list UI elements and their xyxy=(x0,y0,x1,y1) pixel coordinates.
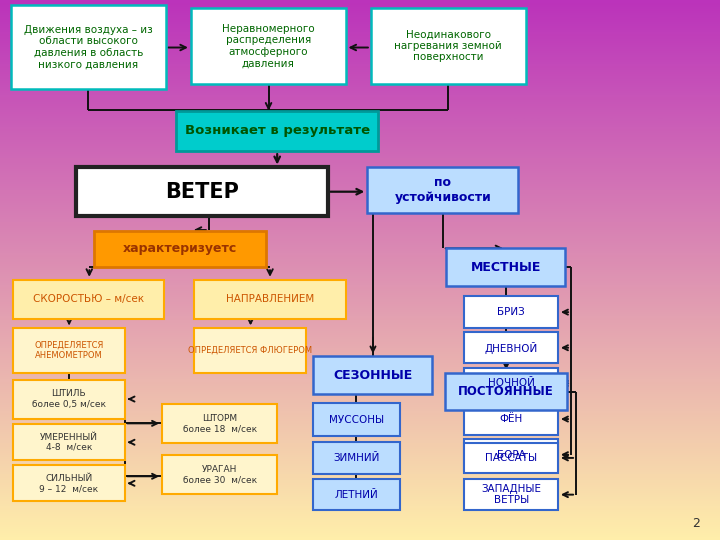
FancyBboxPatch shape xyxy=(94,231,266,267)
FancyBboxPatch shape xyxy=(194,280,346,319)
FancyBboxPatch shape xyxy=(13,380,125,419)
Text: УРАГАН
более 30  м/сек: УРАГАН более 30 м/сек xyxy=(183,465,256,484)
FancyBboxPatch shape xyxy=(76,167,328,216)
Text: НАПРАВЛЕНИЕМ: НАПРАВЛЕНИЕМ xyxy=(226,294,314,304)
Text: Возникает в результате: Возникает в результате xyxy=(184,124,370,138)
Text: ПОСТОЯННЫЕ: ПОСТОЯННЫЕ xyxy=(459,385,554,398)
Text: СКОРОСТЬЮ – м/сек: СКОРОСТЬЮ – м/сек xyxy=(33,294,144,304)
Text: ЗАПАДНЫЕ
ВЕТРЫ: ЗАПАДНЫЕ ВЕТРЫ xyxy=(481,484,541,505)
Text: НОЧНОЙ: НОЧНОЙ xyxy=(487,379,535,388)
Text: МУССОНЫ: МУССОНЫ xyxy=(329,415,384,424)
Text: Неодинакового
нагревания земной
поверхности: Неодинакового нагревания земной поверхно… xyxy=(395,29,502,63)
FancyBboxPatch shape xyxy=(371,8,526,84)
Text: ШТОРМ
более 18  м/сек: ШТОРМ более 18 м/сек xyxy=(183,414,256,433)
Text: Движения воздуха – из
области высокого
давления в область
низкого давления: Движения воздуха – из области высокого д… xyxy=(24,25,153,70)
FancyBboxPatch shape xyxy=(176,111,378,151)
Text: ВЕТЕР: ВЕТЕР xyxy=(165,181,238,202)
Text: БОРА: БОРА xyxy=(497,450,526,460)
FancyBboxPatch shape xyxy=(162,455,277,494)
FancyBboxPatch shape xyxy=(464,403,558,435)
Text: ШТИЛЬ
более 0,5 м/сек: ШТИЛЬ более 0,5 м/сек xyxy=(32,389,106,409)
FancyBboxPatch shape xyxy=(313,479,400,510)
FancyBboxPatch shape xyxy=(464,332,558,363)
FancyBboxPatch shape xyxy=(464,439,558,470)
FancyBboxPatch shape xyxy=(464,443,558,473)
Text: СИЛЬНЫЙ
9 – 12  м/сек: СИЛЬНЫЙ 9 – 12 м/сек xyxy=(39,474,99,493)
FancyBboxPatch shape xyxy=(313,442,400,474)
Text: СЕЗОННЫЕ: СЕЗОННЫЕ xyxy=(333,369,413,382)
FancyBboxPatch shape xyxy=(13,328,125,373)
Text: ОПРЕДЕЛЯЕТСЯ ФЛЮГЕРОМ: ОПРЕДЕЛЯЕТСЯ ФЛЮГЕРОМ xyxy=(188,346,312,355)
Text: МЕСТНЫЕ: МЕСТНЫЕ xyxy=(471,261,541,274)
Text: ФЁН: ФЁН xyxy=(500,414,523,424)
FancyBboxPatch shape xyxy=(11,5,166,89)
Text: ПАССАТЫ: ПАССАТЫ xyxy=(485,453,537,463)
FancyBboxPatch shape xyxy=(13,465,125,501)
Text: БРИЗ: БРИЗ xyxy=(498,307,525,317)
FancyBboxPatch shape xyxy=(445,373,567,410)
FancyBboxPatch shape xyxy=(13,424,125,460)
FancyBboxPatch shape xyxy=(313,403,400,436)
FancyBboxPatch shape xyxy=(191,8,346,84)
Text: ОПРЕДЕЛЯЕТСЯ
АНЕМОМЕТРОМ: ОПРЕДЕЛЯЕТСЯ АНЕМОМЕТРОМ xyxy=(34,341,104,360)
FancyBboxPatch shape xyxy=(13,280,164,319)
Text: ЛЕТНИЙ: ЛЕТНИЙ xyxy=(335,490,378,500)
Text: 2: 2 xyxy=(692,517,700,530)
FancyBboxPatch shape xyxy=(464,479,558,510)
FancyBboxPatch shape xyxy=(446,248,565,286)
Text: по
устойчивости: по устойчивости xyxy=(395,177,491,204)
Text: ДНЕВНОЙ: ДНЕВНОЙ xyxy=(485,342,538,354)
FancyBboxPatch shape xyxy=(464,296,558,328)
FancyBboxPatch shape xyxy=(194,328,306,373)
FancyBboxPatch shape xyxy=(367,167,518,213)
Text: характеризуетс: характеризуетс xyxy=(123,242,237,255)
FancyBboxPatch shape xyxy=(313,356,432,394)
Text: УМЕРЕННЫЙ
4-8  м/сек: УМЕРЕННЫЙ 4-8 м/сек xyxy=(40,433,98,452)
FancyBboxPatch shape xyxy=(464,368,558,399)
FancyBboxPatch shape xyxy=(162,404,277,443)
Text: Неравномерного
распределения
атмосферного
давления: Неравномерного распределения атмосферног… xyxy=(222,24,315,68)
Text: ЗИМНИЙ: ЗИМНИЙ xyxy=(333,453,379,463)
